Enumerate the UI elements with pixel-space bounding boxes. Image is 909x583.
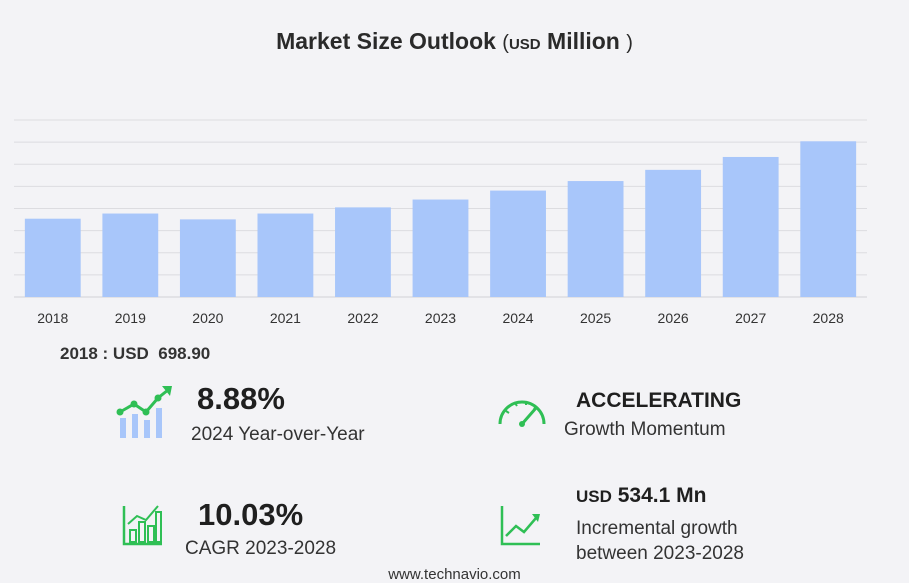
x-tick-label: 2024: [502, 310, 533, 326]
yoy-label: 2024 Year-over-Year: [191, 424, 365, 445]
x-tick-label: 2025: [580, 310, 611, 326]
bar-2021: [257, 213, 314, 297]
yoy-value: 8.88%: [197, 381, 285, 416]
x-tick-label: 2020: [192, 310, 223, 326]
incremental-label-line1: Incremental growth: [576, 518, 738, 539]
x-tick-label: 2022: [347, 310, 378, 326]
momentum-value: ACCELERATING: [576, 389, 742, 412]
title-paren-close: ): [626, 32, 633, 54]
x-tick-label: 2018: [37, 310, 68, 326]
x-tick-label: 2026: [658, 310, 689, 326]
x-tick-label: 2023: [425, 310, 456, 326]
bar-chart-icon: [122, 505, 162, 546]
incremental-prefix: USD: [576, 487, 612, 506]
cagr-value: 10.03%: [198, 497, 304, 532]
bar-2018: [24, 218, 81, 297]
bar-2019: [102, 213, 159, 297]
bar-chart: 2018 2019 2020 2021 2022 2023 2024 2025 2026 2027…: [14, 119, 867, 326]
cagr-label: CAGR 2023-2028: [185, 538, 337, 559]
trend-line-icon: [500, 506, 540, 546]
x-tick-label: 2019: [115, 310, 146, 326]
bar-2024: [490, 190, 546, 297]
bar-2025: [567, 181, 624, 297]
title-unit-prefix: USD: [508, 36, 541, 53]
speedometer-icon: [498, 400, 546, 427]
incremental-label-line2: between 2023-2028: [576, 543, 744, 564]
x-tick-label: 2028: [813, 310, 844, 326]
chart-bars: [24, 141, 857, 297]
x-tick-label: 2027: [735, 310, 766, 326]
incremental-value: USD 534.1 Mn: [576, 484, 706, 508]
momentum-label: Growth Momentum: [564, 419, 726, 440]
baseline-value: 2018 : USD 698.90: [60, 344, 211, 363]
title-paren-open: (: [502, 32, 509, 54]
source-footer: www.technavio.com: [388, 566, 521, 583]
bar-2023: [412, 199, 469, 297]
bar-2028: [800, 141, 857, 297]
bar-2020: [179, 219, 236, 297]
x-axis-ticks: 2018 2019 2020 2021 2022 2023 2024 2025 2026 2027…: [37, 310, 844, 326]
bar-2022: [335, 207, 391, 297]
title-unit: Million: [547, 28, 620, 54]
bar-2027: [722, 156, 779, 297]
incremental-amount: 534.1 Mn: [617, 484, 707, 507]
bar-growth-icon: [116, 386, 172, 438]
bar-2026: [645, 169, 702, 297]
chart-title-main: Market Size Outlook: [276, 28, 496, 54]
chart-title: Market Size Outlook (USD Million ): [0, 28, 909, 55]
x-tick-label: 2021: [270, 310, 301, 326]
